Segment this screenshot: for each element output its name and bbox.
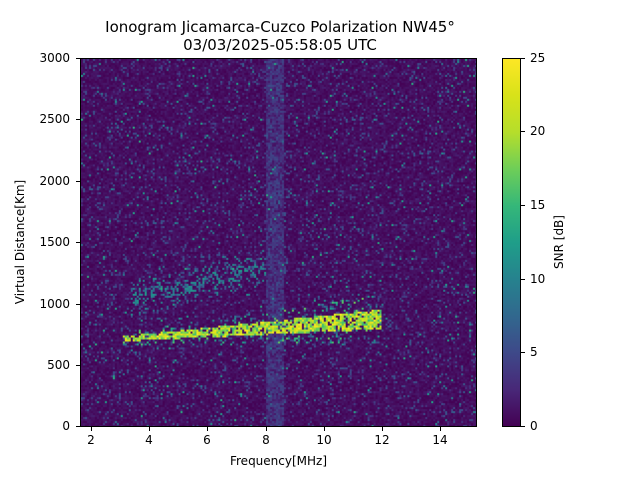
y-tick	[76, 181, 80, 182]
y-tick-label: 1000	[39, 297, 70, 311]
x-tick	[207, 427, 208, 431]
x-axis-label: Frequency[MHz]	[229, 454, 328, 468]
colorbar-tick	[521, 58, 525, 59]
x-tick-label: 14	[432, 433, 448, 447]
colorbar-tick-label: 25	[530, 51, 546, 65]
y-tick-label: 1500	[39, 235, 70, 249]
colorbar-tick	[521, 131, 525, 132]
colorbar-tick	[521, 352, 525, 353]
x-tick-label: 2	[87, 433, 95, 447]
x-tick	[91, 427, 92, 431]
y-tick	[76, 119, 80, 120]
x-tick-label: 10	[316, 433, 332, 447]
y-tick	[76, 365, 80, 366]
x-tick	[266, 427, 267, 431]
y-tick	[76, 58, 80, 59]
x-tick-label: 4	[145, 433, 153, 447]
y-tick-label: 2500	[39, 112, 70, 126]
colorbar-gradient	[502, 58, 521, 427]
y-tick-label: 500	[47, 358, 70, 372]
x-tick	[382, 427, 383, 431]
colorbar-tick-label: 5	[530, 345, 538, 359]
colorbar-tick-label: 10	[530, 272, 546, 286]
colorbar-tick-label: 20	[530, 124, 546, 138]
x-tick-label: 8	[262, 433, 270, 447]
chart-title: Ionogram Jicamarca-Cuzco Polarization NW…	[105, 18, 455, 36]
x-tick-label: 6	[203, 433, 211, 447]
x-tick	[440, 427, 441, 431]
colorbar-tick	[521, 205, 525, 206]
y-tick-label: 3000	[39, 51, 70, 65]
y-axis-label: Virtual Distance[Km]	[13, 179, 27, 305]
x-tick	[149, 427, 150, 431]
colorbar-tick	[521, 279, 525, 280]
colorbar-label: SNR [dB]	[552, 215, 566, 269]
colorbar-tick-label: 15	[530, 198, 546, 212]
x-tick	[324, 427, 325, 431]
y-tick-label: 2000	[39, 174, 70, 188]
x-tick-label: 12	[374, 433, 390, 447]
colorbar-tick	[521, 426, 525, 427]
colorbar-tick-label: 0	[530, 419, 538, 433]
y-tick-label: 0	[62, 419, 70, 433]
ionogram-heatmap	[80, 58, 477, 427]
y-tick	[76, 242, 80, 243]
chart-subtitle: 03/03/2025-05:58:05 UTC	[183, 36, 377, 54]
y-tick	[76, 304, 80, 305]
y-tick	[76, 426, 80, 427]
